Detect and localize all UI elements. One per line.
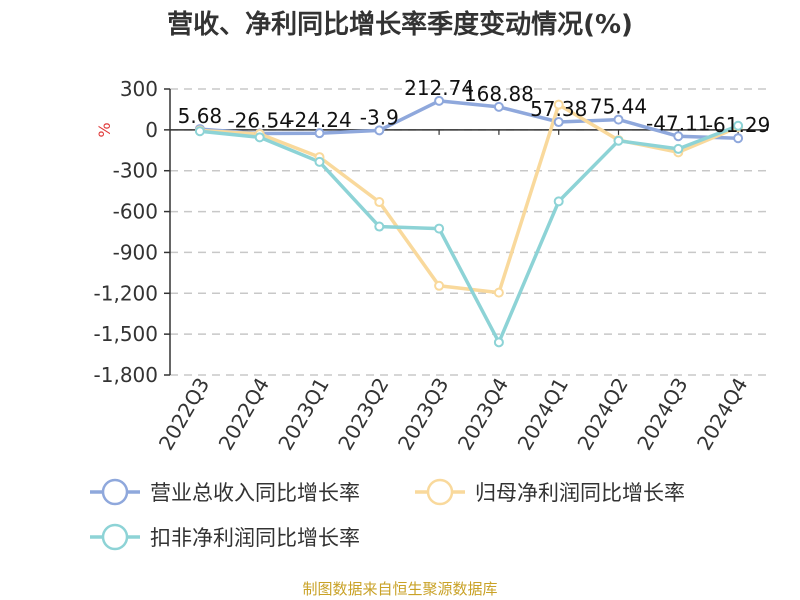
x-tick-label: 2023Q4 — [453, 374, 513, 455]
source-note: 制图数据来自恒生聚源数据库 — [302, 580, 497, 598]
y-tick-label: -1,500 — [94, 322, 158, 346]
y-tick-label: -1,800 — [94, 363, 158, 387]
legend-label-3: 扣非净利润同比增长率 — [150, 526, 360, 550]
series-point-1 — [553, 117, 564, 128]
series-point-3 — [553, 196, 564, 207]
series-point-2 — [553, 99, 564, 110]
legend-label-2: 归母净利润同比增长率 — [475, 481, 685, 505]
legend-marker-3 — [101, 523, 129, 551]
series-point-1 — [314, 128, 325, 139]
x-tick-label: 2023Q1 — [273, 374, 333, 455]
series-point-2 — [493, 287, 504, 298]
x-tick-label: 2023Q2 — [333, 374, 393, 455]
y-tick-label: -900 — [113, 240, 158, 264]
series-point-1 — [613, 114, 624, 125]
series-line-3 — [199, 124, 739, 345]
data-label: -3.9 — [360, 105, 399, 129]
series-point-3 — [613, 135, 624, 146]
y-tick-label: -1,200 — [94, 281, 158, 305]
series-point-1 — [733, 133, 744, 144]
series-point-3 — [314, 156, 325, 167]
data-label: -26.54 — [227, 108, 291, 132]
x-tick-label: 2023Q3 — [393, 373, 453, 454]
y-tick-label: -300 — [113, 159, 158, 183]
y-tick-label: -600 — [113, 200, 158, 224]
x-axis-ticks: 2022Q3 2022Q4 2023Q1 2023Q2 2023Q3 2023Q4 2024… — [154, 373, 753, 454]
series-point-3 — [194, 126, 205, 137]
data-label: 212.74 — [404, 76, 474, 100]
series-point-3 — [254, 132, 265, 143]
series-point-3 — [434, 223, 445, 234]
y-axis-unit: % — [95, 122, 114, 137]
data-label: 168.88 — [464, 82, 534, 106]
series-point-1 — [374, 125, 385, 136]
x-tick-label: 2024Q2 — [572, 374, 632, 455]
data-label: 57.38 — [530, 97, 587, 121]
chart-title: 营收、净利同比增长率季度变动情况(%) — [167, 9, 633, 40]
x-tick-label: 2022Q3 — [154, 374, 214, 455]
series-point-3 — [673, 143, 684, 154]
series-point-3 — [374, 221, 385, 232]
legend-label-1: 营业总收入同比增长率 — [150, 481, 360, 505]
x-tick-label: 2024Q1 — [513, 374, 573, 455]
series-line-1 — [199, 99, 739, 140]
data-label: 75.44 — [590, 95, 647, 119]
y-axis-ticks: 300 0 -300 -600 -900 -1,200 -1,500 -1,800 — [94, 77, 170, 387]
series-point-1 — [673, 131, 684, 142]
x-tick-label: 2024Q4 — [692, 374, 752, 455]
legend-marker-1 — [101, 478, 129, 506]
data-label: -47.11 — [646, 111, 710, 135]
data-label: -61.29 — [706, 113, 770, 137]
series-point-3 — [733, 120, 744, 131]
series-point-1 — [493, 101, 504, 112]
y-tick-label: 0 — [145, 118, 158, 142]
data-label: -24.24 — [287, 108, 351, 132]
series-point-1 — [434, 95, 445, 106]
x-tick-label: 2022Q4 — [214, 374, 274, 455]
x-tick-label: 2024Q3 — [632, 374, 692, 455]
series-point-2 — [434, 280, 445, 291]
data-label: 5.68 — [178, 104, 223, 128]
y-tick-label: 300 — [120, 77, 158, 101]
series-point-3 — [493, 337, 504, 348]
series-lines — [199, 99, 739, 345]
series-point-2 — [374, 197, 385, 208]
series-points — [194, 95, 744, 348]
legend-marker-2 — [426, 478, 454, 506]
